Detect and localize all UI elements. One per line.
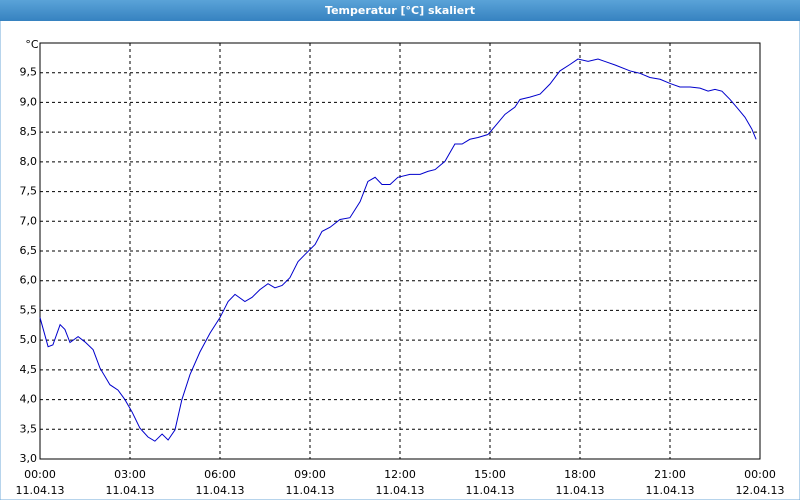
- x-tick-date: 11.04.13: [286, 484, 335, 497]
- y-tick-label: 8,5: [20, 125, 38, 138]
- y-tick-label: 4,5: [20, 363, 38, 376]
- y-tick-label: 5,5: [20, 303, 38, 316]
- x-tick-label: 21:00: [654, 468, 686, 481]
- x-tick-label: 06:00: [204, 468, 236, 481]
- y-tick-label: 4,0: [20, 393, 38, 406]
- x-tick-date: 12.04.13: [736, 484, 785, 497]
- y-tick-label: 9,0: [20, 95, 38, 108]
- y-tick-label: 6,5: [20, 244, 38, 257]
- x-tick-date: 11.04.13: [376, 484, 425, 497]
- x-tick-label: 03:00: [114, 468, 146, 481]
- x-tick-label: 15:00: [474, 468, 506, 481]
- y-tick-label: 9,5: [20, 66, 38, 79]
- x-tick-date: 11.04.13: [16, 484, 65, 497]
- x-tick-date: 11.04.13: [466, 484, 515, 497]
- y-tick-label: 7,5: [20, 185, 38, 198]
- y-tick-label: 3,0: [20, 452, 38, 465]
- x-tick-date: 11.04.13: [556, 484, 605, 497]
- x-tick-date: 11.04.13: [106, 484, 155, 497]
- x-tick-date: 11.04.13: [646, 484, 695, 497]
- x-tick-label: 00:00: [744, 468, 776, 481]
- y-axis-label: °C: [25, 38, 39, 51]
- x-tick-label: 09:00: [294, 468, 326, 481]
- y-tick-label: 5,0: [20, 333, 38, 346]
- x-tick-label: 18:00: [564, 468, 596, 481]
- x-tick-date: 11.04.13: [196, 484, 245, 497]
- x-tick-label: 12:00: [384, 468, 416, 481]
- y-tick-label: 6,0: [20, 274, 38, 287]
- y-tick-label: 7,0: [20, 214, 38, 227]
- x-tick-label: 00:00: [24, 468, 56, 481]
- title-bar: [0, 0, 800, 21]
- y-tick-label: 8,0: [20, 155, 38, 168]
- data-line: [39, 58, 757, 442]
- window-title: Temperatur [°C] skaliert: [325, 4, 475, 17]
- y-tick-label: 3,5: [20, 422, 38, 435]
